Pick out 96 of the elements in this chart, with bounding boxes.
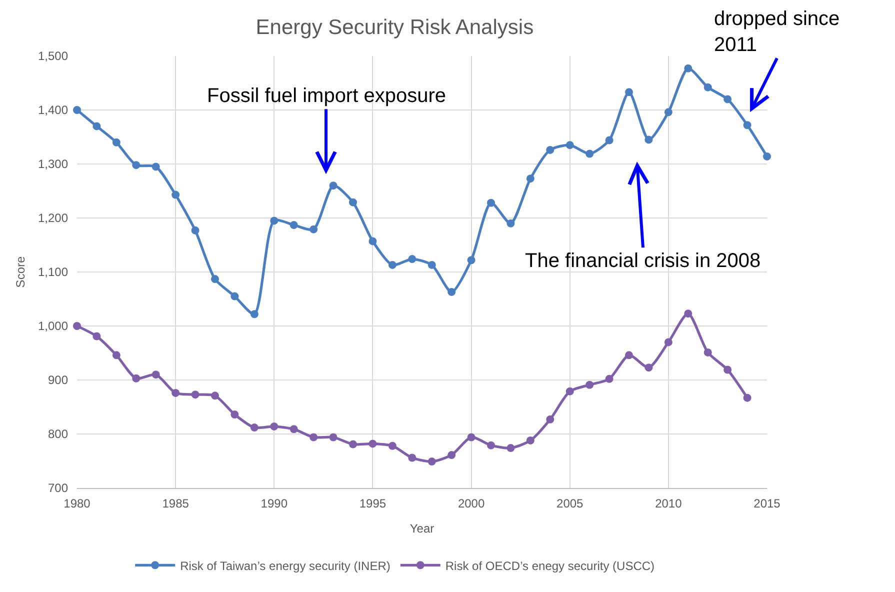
point <box>112 138 120 146</box>
point <box>191 390 200 399</box>
point <box>92 122 101 130</box>
point <box>270 216 278 225</box>
point <box>586 380 594 389</box>
point <box>388 260 396 269</box>
point <box>329 182 338 190</box>
point <box>467 256 476 264</box>
point <box>310 433 318 442</box>
point <box>526 436 534 444</box>
point <box>625 351 633 360</box>
y-tick-label: 1,400 <box>38 103 68 118</box>
point <box>546 415 554 424</box>
point <box>526 174 534 183</box>
point <box>250 310 258 318</box>
y-tick-label: 700 <box>48 481 68 496</box>
point <box>230 292 239 300</box>
point <box>506 444 515 452</box>
point <box>408 454 416 462</box>
y-tick-label: 900 <box>48 373 68 388</box>
point <box>743 394 752 402</box>
point <box>704 83 712 92</box>
y-tick-label: 1,200 <box>38 211 68 226</box>
point <box>664 108 672 116</box>
point <box>467 433 476 442</box>
point <box>191 226 200 234</box>
point <box>211 275 219 284</box>
point <box>743 121 752 130</box>
point <box>92 332 101 340</box>
point <box>625 88 633 96</box>
point <box>704 348 712 356</box>
point <box>644 136 653 144</box>
x-tick-label: 1985 <box>162 496 190 510</box>
point <box>211 392 219 400</box>
point <box>368 237 377 246</box>
point <box>152 370 160 379</box>
point <box>448 451 456 460</box>
y-tick-label: 1,500 <box>38 49 68 64</box>
point <box>487 198 495 207</box>
x-tick-label: 1980 <box>64 496 91 510</box>
x-tick-label: 1995 <box>359 496 386 510</box>
point <box>172 388 180 397</box>
point <box>73 322 81 330</box>
point <box>684 64 692 72</box>
point <box>428 458 436 466</box>
point <box>506 219 515 228</box>
point <box>546 146 554 154</box>
y-tick-label: 1,100 <box>38 265 68 280</box>
x-tick-label: 2015 <box>754 496 781 510</box>
y-tick-label: 1,000 <box>38 319 68 334</box>
point <box>566 387 574 396</box>
point <box>388 442 396 450</box>
point <box>605 374 614 383</box>
x-axis-title: Year <box>410 521 434 536</box>
point <box>290 221 298 230</box>
annotation: dropped since 2011 <box>714 8 840 56</box>
point <box>664 338 672 346</box>
point <box>724 366 732 374</box>
point <box>112 351 120 360</box>
annotation: Fossil fuel import exposure <box>207 85 446 107</box>
x-tick-label: 2000 <box>458 496 485 510</box>
annotation: The financial crisis in 2008 <box>525 250 761 272</box>
point <box>428 260 436 269</box>
legend-label: Risk of OECD’s enegy security (USCC) <box>445 558 655 573</box>
point <box>586 150 594 158</box>
point <box>172 190 180 199</box>
point <box>152 162 160 171</box>
legend-label: Risk of Taiwan’s energy security (INER) <box>180 558 390 573</box>
point <box>132 374 140 382</box>
point <box>310 225 318 234</box>
chart-title: Energy Security Risk Analysis <box>256 16 534 39</box>
point <box>408 255 416 264</box>
point <box>763 152 771 160</box>
point <box>448 288 456 296</box>
x-tick-label: 2005 <box>556 496 584 510</box>
point <box>73 106 81 114</box>
point <box>644 364 653 372</box>
point <box>250 424 258 432</box>
point <box>290 425 298 434</box>
point <box>566 141 574 150</box>
point <box>270 422 278 430</box>
point <box>349 198 357 206</box>
point <box>329 433 338 442</box>
y-axis-title: Score <box>13 256 28 288</box>
y-tick-label: 800 <box>48 427 68 442</box>
point <box>368 440 377 448</box>
x-tick-label: 1990 <box>260 496 288 510</box>
point <box>349 440 357 448</box>
point <box>605 136 614 144</box>
point <box>132 161 140 170</box>
point <box>230 410 239 419</box>
x-tick-label: 2010 <box>655 496 682 510</box>
point <box>684 310 692 318</box>
point <box>487 441 495 450</box>
y-tick-label: 1,300 <box>38 157 68 172</box>
point <box>724 95 732 104</box>
